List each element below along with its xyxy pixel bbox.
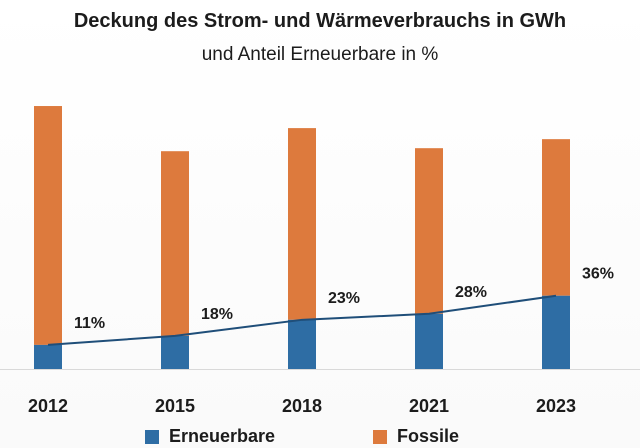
bar-erneuerbare-2018 xyxy=(288,319,316,369)
bar-fossile-2015 xyxy=(161,151,189,336)
x-tick-label-2023: 2023 xyxy=(536,396,576,416)
chart-legend: Erneuerbare Fossile xyxy=(0,426,640,448)
bar-fossile-2012 xyxy=(34,106,62,345)
legend-item-fossile: Fossile xyxy=(373,426,459,447)
x-tick-label-2012: 2012 xyxy=(28,396,68,416)
legend-label-erneuerbare: Erneuerbare xyxy=(169,426,276,446)
share-label-2012: 11% xyxy=(74,315,105,332)
share-label-2021: 28% xyxy=(455,284,487,301)
bar-erneuerbare-2021 xyxy=(415,313,443,369)
share-label-2015: 18% xyxy=(201,306,233,323)
legend-item-erneuerbare: Erneuerbare xyxy=(145,426,275,447)
bar-erneuerbare-2015 xyxy=(161,335,189,369)
bar-fossile-2018 xyxy=(288,128,316,320)
x-tick-label-2018: 2018 xyxy=(282,396,322,416)
legend-swatch-erneuerbare xyxy=(145,429,159,444)
legend-swatch-fossile xyxy=(373,429,387,444)
bar-fossile-2021 xyxy=(415,148,443,314)
share-line xyxy=(47,294,557,346)
x-tick-label-2021: 2021 xyxy=(409,396,449,416)
chart-title: Deckung des Strom- und Wärmeverbrauchs i… xyxy=(73,10,567,32)
bar-fossile-2023 xyxy=(542,139,570,296)
bar-erneuerbare-2023 xyxy=(542,295,570,369)
legend-label-fossile: Fossile xyxy=(397,426,460,446)
share-label-2023: 36% xyxy=(582,266,614,283)
bar-erneuerbare-2012 xyxy=(34,344,62,369)
share-label-2018: 23% xyxy=(328,290,360,307)
x-tick-label-2015: 2015 xyxy=(155,396,195,416)
chart-subtitle: und Anteil Erneuerbare in % xyxy=(201,44,439,65)
